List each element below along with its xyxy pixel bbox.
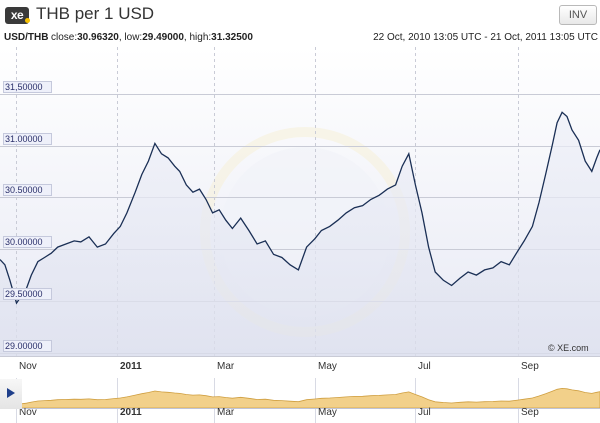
navigator-area [0, 387, 600, 409]
navigator-tick-label-5: Sep [521, 407, 539, 418]
x-tick-label-2: Mar [217, 361, 235, 372]
navigator-tick-label-4: Jul [418, 407, 431, 418]
low-value: 29.49000 [142, 32, 184, 43]
close-value: 30.96320 [77, 32, 119, 43]
x-tick-label-0: Nov [19, 361, 37, 372]
y-tick-label-2: 30.00000 [3, 236, 52, 248]
low-label: low: [124, 32, 143, 43]
y-tick-label-5: 31,50000 [3, 81, 52, 93]
navigator[interactable] [0, 378, 600, 423]
series-area [0, 112, 600, 356]
navigator-tick-label-0: Nov [19, 407, 37, 418]
left-arrow-icon [7, 388, 15, 398]
x-tick-label-1: 2011 [120, 361, 142, 372]
x-tick-label-4: Jul [418, 361, 431, 372]
navigator-tick-label-2: Mar [217, 407, 235, 418]
y-tick-label-3: 30.50000 [3, 184, 52, 196]
xe-logo: xe [5, 7, 29, 24]
currency-pair: USD/THB [4, 32, 49, 43]
info-bar: USD/THB close:30.96320, low:29.49000, hi… [0, 32, 600, 46]
header-bar: xe THB per 1 USD INV [0, 0, 600, 30]
logo-dot [25, 18, 30, 23]
copyright-watermark: © XE.com [548, 343, 589, 353]
navigator-tick-label-3: May [318, 407, 337, 418]
high-label: high: [189, 32, 212, 43]
y-tick-label-1: 29.50000 [3, 288, 52, 300]
close-label: close: [51, 32, 78, 43]
y-tick-label-4: 31.00000 [3, 133, 52, 145]
date-range: 22 Oct, 2010 13:05 UTC - 21 Oct, 2011 13… [373, 32, 598, 43]
navigator-tick-label-1: 2011 [120, 407, 142, 418]
x-tick-label-5: Sep [521, 361, 539, 372]
line-chart[interactable] [0, 47, 600, 357]
invert-button[interactable]: INV [559, 5, 597, 25]
series-line [0, 111, 600, 305]
stats-line: close:30.96320, low:29.49000, high:31.32… [51, 32, 253, 43]
page-title: THB per 1 USD [36, 4, 155, 23]
y-tick-label-0: 29.00000 [3, 340, 52, 352]
scroll-left-button[interactable] [0, 379, 22, 409]
x-tick-label-3: May [318, 361, 337, 372]
high-value: 31.32500 [211, 32, 253, 43]
